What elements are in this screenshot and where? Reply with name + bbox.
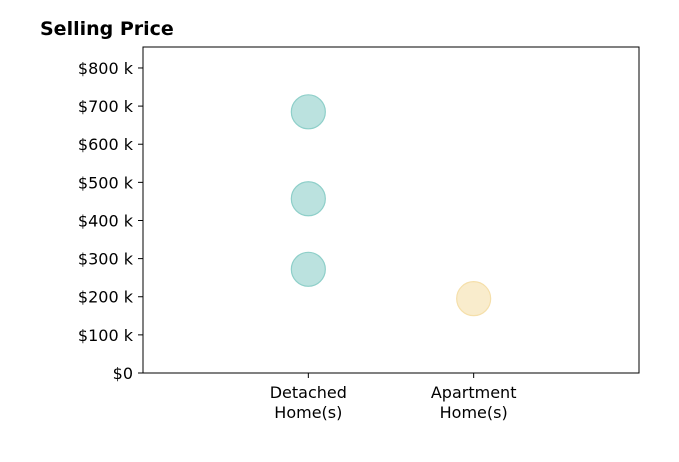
data-point-series-0 bbox=[290, 251, 326, 287]
y-tick-label: $200 k bbox=[78, 288, 134, 307]
x-tick-label-line: Apartment bbox=[431, 383, 517, 402]
x-tick-label: Apartment Home(s) bbox=[431, 383, 517, 422]
y-tick-label: $300 k bbox=[78, 250, 134, 269]
y-tick-label: $0 bbox=[113, 364, 133, 383]
data-point-series-0 bbox=[290, 94, 326, 130]
x-tick-label-line: Home(s) bbox=[274, 403, 342, 422]
chart-title: Selling Price bbox=[40, 18, 174, 40]
y-tick-label: $600 k bbox=[78, 135, 134, 154]
y-tick-label: $700 k bbox=[78, 97, 134, 116]
x-tick-label: Detached Home(s) bbox=[270, 383, 347, 422]
data-point-series-1 bbox=[456, 281, 492, 317]
x-tick-label-line: Detached bbox=[270, 383, 347, 402]
axes bbox=[142, 46, 640, 374]
plot-frame bbox=[142, 46, 640, 374]
y-tick-label: $400 k bbox=[78, 211, 134, 230]
x-tick-label-line: Home(s) bbox=[440, 403, 508, 422]
y-tick-label: $800 k bbox=[78, 59, 134, 78]
y-tick-label: $100 k bbox=[78, 326, 134, 345]
y-tick-label: $500 k bbox=[78, 173, 134, 192]
tick-marks: $0 $100 k $200 k $300 k $400 k $500 k $600 k $7… bbox=[78, 59, 517, 422]
data-points bbox=[290, 94, 492, 317]
data-point-series-0 bbox=[290, 181, 326, 217]
